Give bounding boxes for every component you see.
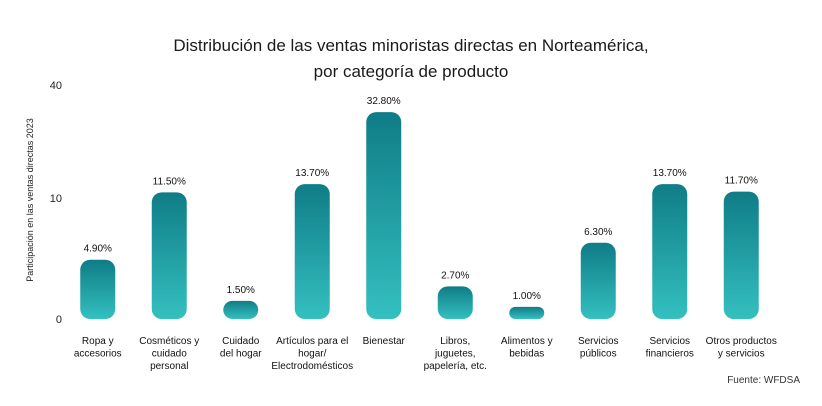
category-label: hogar/ xyxy=(298,349,327,360)
category-label: públicos xyxy=(580,349,617,360)
category-label: cuidado xyxy=(152,349,187,360)
data-label: 13.70% xyxy=(295,168,329,179)
category-label: Ropa y xyxy=(82,336,114,347)
data-label: 32.80% xyxy=(367,96,401,107)
category-label: Servicios xyxy=(578,336,619,347)
bar xyxy=(223,300,259,319)
bar xyxy=(366,112,402,320)
data-label: 2.70% xyxy=(441,270,469,281)
category-label: Cosméticos y xyxy=(139,336,199,347)
category-label: financieros xyxy=(646,349,694,360)
bar xyxy=(723,191,759,319)
bar xyxy=(80,259,116,319)
data-label: 11.50% xyxy=(153,176,186,187)
category-label: juguetes, xyxy=(434,349,476,360)
data-label: 1.50% xyxy=(227,285,255,296)
bar xyxy=(580,242,616,319)
data-label: 6.30% xyxy=(584,227,612,238)
y-tick-label: 40 xyxy=(50,80,62,92)
chart-title-line1: Distribución de las ventas minoristas di… xyxy=(173,36,649,55)
category-label: personal xyxy=(150,361,188,372)
data-label: 1.00% xyxy=(513,291,541,302)
category-label: Alimentos y xyxy=(501,336,553,347)
category-label: y servicios xyxy=(718,349,765,360)
category-label: Servicios xyxy=(649,336,690,347)
category-label: Artículos para el xyxy=(276,336,348,347)
category-label: Libros, xyxy=(440,336,470,347)
bar xyxy=(509,306,545,319)
category-label: Electrodomésticos xyxy=(271,361,353,372)
category-label: bebidas xyxy=(509,349,544,360)
y-tick-label: 0 xyxy=(56,314,62,326)
chart-title-line2: por categoría de producto xyxy=(313,62,509,81)
data-label: 11.70% xyxy=(725,176,758,187)
category-label: Bienestar xyxy=(363,336,406,347)
source-note: Fuente: WFDSA xyxy=(727,375,800,386)
category-label: Cuidado xyxy=(222,336,260,347)
category-label: accesorios xyxy=(74,349,122,360)
data-label: 13.70% xyxy=(653,168,687,179)
category-label: Otros productos xyxy=(706,336,777,347)
y-axis-label: Participación en las ventas directas 202… xyxy=(25,118,35,282)
category-label: papelería, etc. xyxy=(424,361,487,372)
bar xyxy=(294,184,330,319)
bar xyxy=(151,192,187,319)
category-label: del hogar xyxy=(220,349,262,360)
data-label: 4.90% xyxy=(84,244,112,255)
bar xyxy=(437,286,473,319)
bar xyxy=(652,184,688,319)
y-tick-label: 10 xyxy=(50,193,62,205)
